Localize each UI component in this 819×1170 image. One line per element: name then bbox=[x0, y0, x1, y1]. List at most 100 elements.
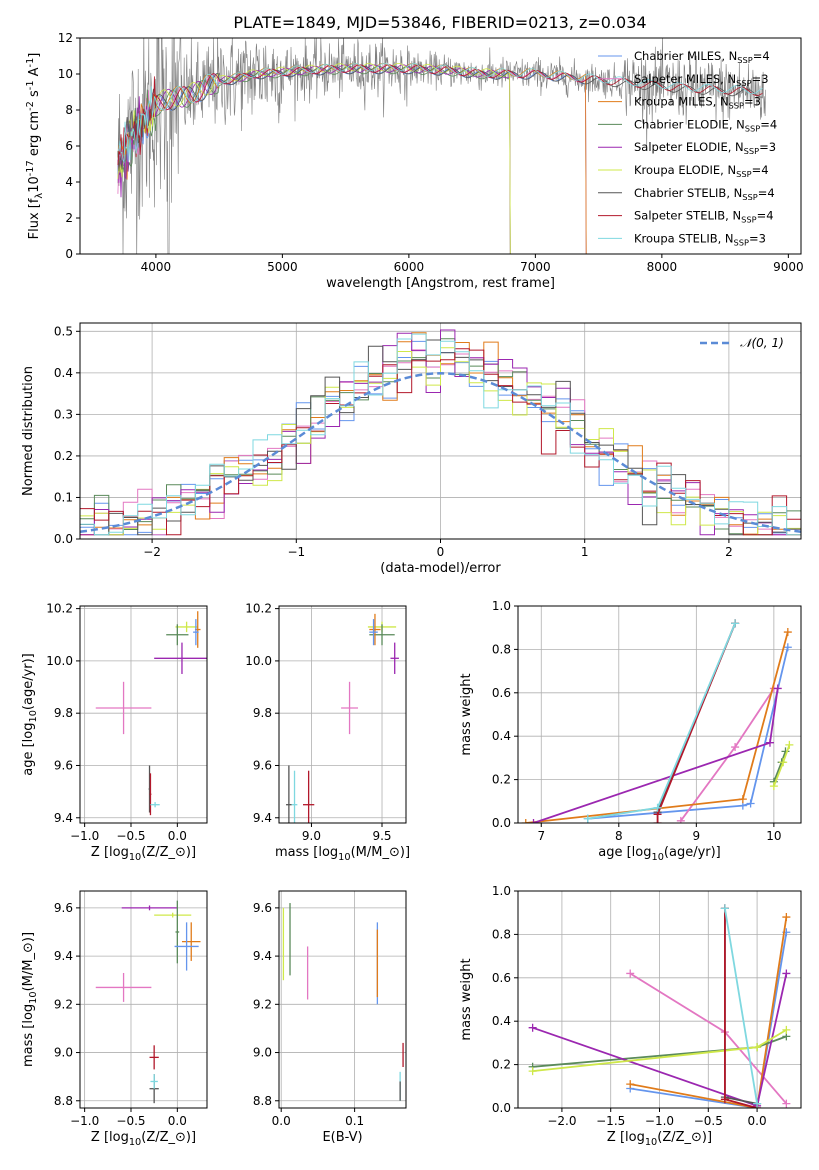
data-point bbox=[166, 624, 189, 646]
legend-label: Chabrier ELODIE, NSSP=4 bbox=[634, 117, 777, 133]
weight-line bbox=[724, 908, 758, 1104]
legend-label: Kroupa STELIB, NSSP=3 bbox=[634, 231, 766, 247]
y-tick-label: 9.2 bbox=[54, 997, 73, 1011]
weight-marker bbox=[653, 803, 662, 812]
weight-marker bbox=[626, 1080, 635, 1089]
label-part: 10 bbox=[28, 710, 39, 722]
label-part: λ bbox=[34, 193, 45, 199]
x-tick-label: 5000 bbox=[267, 260, 298, 274]
x-axis-label: mass [log10(M/M_⊙)] bbox=[275, 845, 410, 863]
y-tick-label: 0.4 bbox=[492, 1014, 511, 1028]
legend-text: Kroupa MILES, N bbox=[634, 95, 729, 109]
axes-frame bbox=[517, 605, 802, 824]
data-point bbox=[149, 773, 152, 816]
weight-marker bbox=[626, 969, 635, 978]
x-tick-label: 6000 bbox=[394, 260, 425, 274]
residuals-legend: 𝒩(0, 1) bbox=[700, 336, 784, 350]
weight-marker bbox=[769, 782, 778, 791]
weight-marker bbox=[528, 1067, 537, 1076]
figure-title: PLATE=1849, MJD=53846, FIBERID=0213, z=0… bbox=[233, 13, 646, 32]
y-axis-label: mass weight bbox=[459, 673, 474, 755]
weight-marker bbox=[521, 819, 530, 823]
label-part: Normed distribution bbox=[21, 366, 36, 496]
legend-tail: =4 bbox=[758, 186, 775, 200]
label-part: E(B-V) bbox=[322, 1130, 362, 1145]
x-tick-label: −2 bbox=[143, 545, 161, 559]
histograms bbox=[80, 329, 801, 536]
axes-frame bbox=[278, 605, 407, 824]
data-point bbox=[193, 619, 199, 646]
data-point bbox=[149, 1045, 159, 1070]
y-tick-label: 9.4 bbox=[54, 811, 73, 825]
weight-marker bbox=[528, 1023, 537, 1032]
y-tick-label: 0.6 bbox=[492, 971, 511, 985]
data-point bbox=[154, 912, 192, 918]
x-tick-label: 0.0 bbox=[168, 1114, 187, 1128]
legend-text: Chabrier ELODIE, N bbox=[634, 117, 745, 131]
label-part: erg cm bbox=[27, 111, 42, 160]
weight-marker bbox=[720, 904, 729, 913]
legend-text: Salpeter MILES, N bbox=[634, 72, 736, 86]
y-axis-label: Normed distribution bbox=[21, 366, 36, 496]
data-point bbox=[341, 681, 359, 735]
legend-sub: SSP bbox=[737, 55, 752, 65]
weight-marker bbox=[773, 684, 782, 693]
axes-frame bbox=[79, 890, 208, 1109]
x-axis-label: (data-model)/error bbox=[380, 561, 501, 576]
mass_vs_EBV-panel: 0.0 0.1 8.8 9.0 9.2 9.4 9.6 E(B-V) bbox=[253, 890, 407, 1145]
y-tick-label: 0.0 bbox=[492, 1101, 511, 1115]
y-tick-label: 0 bbox=[65, 247, 73, 261]
legend-text: Chabrier MILES, N bbox=[634, 49, 737, 63]
x-axis-label: Z [log10(Z/Z_⊙)] bbox=[91, 845, 196, 863]
legend-sub: SSP bbox=[741, 215, 756, 225]
label-part: age [log bbox=[21, 723, 36, 776]
x-tick-label: −1.5 bbox=[596, 1114, 625, 1128]
x-tick-label: −0.5 bbox=[116, 1114, 145, 1128]
x-tick-label: 0.0 bbox=[272, 1114, 291, 1128]
histogram-step bbox=[80, 333, 801, 536]
y-tick-label: 9.2 bbox=[253, 997, 272, 1011]
y-tick-label: 9.6 bbox=[253, 758, 272, 772]
weight-marker bbox=[765, 738, 774, 747]
axes-frame bbox=[79, 605, 208, 824]
x-axis-label: wavelength [Angstrom, rest frame] bbox=[326, 276, 555, 291]
label-part: -1 bbox=[25, 80, 36, 90]
y-tick-label: 9.6 bbox=[253, 901, 272, 915]
panels: 4000 5000 6000 7000 8000 9000024681012wavelen… bbox=[21, 31, 804, 1148]
label-part: 10 bbox=[129, 852, 141, 863]
y-tick-label: 0.0 bbox=[492, 816, 511, 830]
y-tick-label: 0.2 bbox=[54, 449, 73, 463]
legend-text: Kroupa ELODIE, N bbox=[634, 163, 736, 177]
x-tick-label: 1 bbox=[581, 545, 589, 559]
legend-tail: =4 bbox=[757, 209, 774, 223]
errorbars bbox=[282, 903, 404, 1101]
label-part: -2 bbox=[25, 101, 36, 111]
y-tick-label: 0.2 bbox=[492, 1058, 511, 1072]
x-tick-label: −0.5 bbox=[116, 829, 145, 843]
label-part: age [log bbox=[598, 845, 651, 860]
x-axis-label: Z [log10(Z/Z_⊙)] bbox=[91, 1130, 196, 1148]
x-tick-label: −1.0 bbox=[70, 829, 99, 843]
x-tick-label: 0.1 bbox=[345, 1114, 364, 1128]
weight-marker bbox=[753, 1043, 762, 1052]
errorbars bbox=[95, 900, 201, 1104]
x-axis-label: E(B-V) bbox=[322, 1130, 362, 1145]
label-part: mass weight bbox=[459, 958, 474, 1040]
y-tick-label: 8.8 bbox=[253, 1094, 272, 1108]
data-point bbox=[154, 642, 207, 674]
legend-sub: SSP bbox=[745, 123, 760, 133]
weight-marker bbox=[785, 740, 794, 749]
legend-tail: =4 bbox=[753, 49, 770, 63]
data-point bbox=[369, 613, 381, 646]
spectrum-lines bbox=[117, 38, 766, 254]
legend-tail: =3 bbox=[752, 72, 769, 86]
y-tick-label: 10.0 bbox=[245, 654, 272, 668]
mass_vs_Z-panel: −1.0 −0.5 0.08.89.09.29.49.6Z [log10(Z/Z_⊙… bbox=[21, 890, 208, 1148]
weight-marker bbox=[529, 819, 538, 823]
legend-sub: SSP bbox=[734, 237, 749, 247]
label-part: (age/yr)] bbox=[21, 653, 36, 710]
weight-line bbox=[533, 688, 779, 823]
label-part: Z [log bbox=[607, 1130, 645, 1145]
label-part: (Z/Z_⊙)] bbox=[141, 1130, 196, 1145]
y-tick-label: 0.0 bbox=[54, 532, 73, 546]
